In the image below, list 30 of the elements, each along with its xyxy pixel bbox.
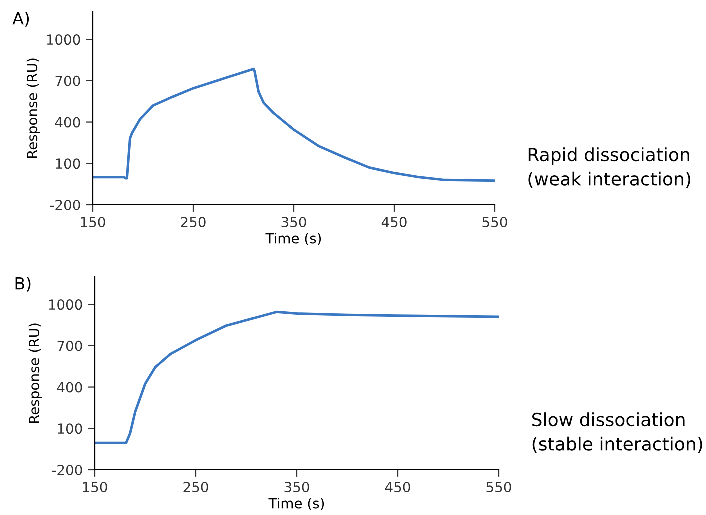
y-tick-label: 400: [57, 382, 82, 393]
x-tick-label: 350: [282, 217, 306, 228]
y-tick-label: -200: [52, 464, 82, 476]
text: Rapid dissociation (weak interaction): [528, 148, 690, 188]
x-tick-label: 550: [482, 217, 508, 228]
line-series: [93, 68, 495, 182]
chart-title: B): [16, 277, 31, 292]
x-tick-label: 450: [385, 482, 410, 493]
y-tick-label: -200: [50, 200, 80, 210]
x-tick-label: 150: [83, 482, 108, 493]
x-tick-label: 150: [81, 217, 106, 228]
y-tick-label: 700: [56, 76, 80, 86]
text: Slow dissociation (stable interaction): [532, 412, 702, 454]
y-tick-label: 100: [58, 424, 82, 434]
y-tick-label: 1000: [49, 300, 82, 310]
x-axis-title: Time (s): [268, 498, 324, 510]
y-tick-label: 1000: [47, 34, 80, 46]
x-tick-label: 250: [184, 482, 208, 493]
x-axis-title: Time (s): [266, 233, 322, 246]
x-tick-label: 350: [284, 482, 310, 493]
chart-title: A): [12, 12, 30, 27]
x-tick-label: 250: [181, 217, 206, 228]
line-series: [95, 310, 499, 444]
x-tick-label: 450: [382, 217, 407, 228]
y-tick-label: 400: [55, 117, 80, 128]
y-axis-title: Response (RU): [28, 324, 42, 424]
x-tick-label: 550: [486, 482, 512, 493]
y-axis-title: Response (RU): [26, 58, 40, 158]
y-tick-label: 100: [56, 158, 80, 170]
y-tick-label: 700: [58, 340, 82, 352]
